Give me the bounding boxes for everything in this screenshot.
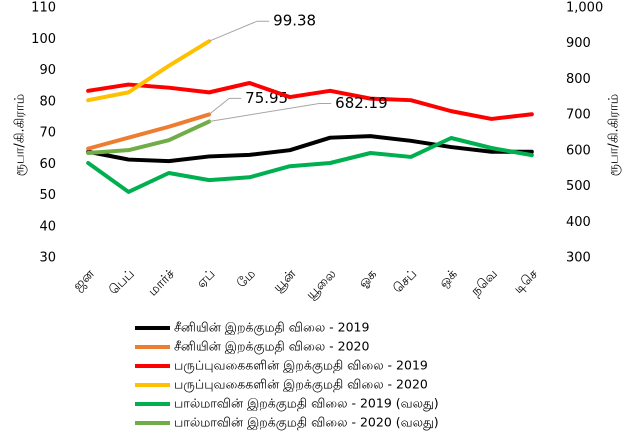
legend-label: சீனியின் இறக்குமதி விலை - 2020 [174, 339, 370, 355]
x-tick-label: மார்ச் [145, 267, 178, 300]
series-line [86, 81, 534, 121]
series-line [86, 39, 212, 103]
data-label: 75.95 [245, 89, 288, 107]
y-tick-label: 90 [39, 63, 56, 78]
leader-line [208, 97, 242, 115]
y2-tick-label: 400 [566, 215, 591, 230]
leader-line [208, 20, 270, 42]
x-tick-label: செப் [390, 267, 420, 297]
y2-tick-label: 700 [566, 108, 591, 123]
x-tick-label: ஜன [70, 266, 97, 293]
data-label: 99.38 [273, 12, 316, 30]
x-tick-label: மே [234, 267, 259, 292]
y-tick-label: 50 [39, 188, 56, 203]
legend-label: சீனியின் இறக்குமதி விலை - 2019 [174, 320, 370, 336]
series-line [86, 136, 534, 194]
x-tick-label: ஏப் [194, 267, 219, 292]
y2-tick-label: 300 [566, 251, 591, 266]
y2-tick-label: 800 [566, 72, 591, 87]
y-tick-label: 80 [39, 94, 56, 109]
y2-tick-label: 600 [566, 143, 591, 158]
x-tick-label: பெப் [106, 267, 137, 298]
y2-axis-title: ரூபா/கி.கிராம் [607, 94, 622, 176]
legend-label: பருப்புவகைகளின் இறக்குமதி விலை - 2020 [174, 377, 428, 393]
legend-label: பால்மாவின் இறக்குமதி விலை - 2019 (வலது) [174, 396, 439, 412]
leader-line [209, 103, 332, 122]
y-tick-label: 70 [39, 126, 56, 141]
x-tick-label: ஓக [356, 267, 380, 291]
y-tick-label: 30 [39, 251, 56, 266]
y2-tick-label: 1,000 [566, 1, 603, 16]
y-tick-label: 110 [31, 1, 56, 16]
y-tick-label: 100 [31, 32, 56, 47]
y-tick-label: 60 [39, 157, 56, 172]
y-axis-title: ரூபா/கி.கிராம் [13, 94, 28, 176]
series-line [86, 134, 534, 164]
x-tick-label: டிசெ [511, 267, 541, 297]
series-line [86, 112, 212, 151]
legend-label: பருப்புவகைகளின் இறக்குமதி விலை - 2019 [174, 358, 428, 374]
legend-label: பால்மாவின் இறக்குமதி விலை - 2020 (வலது) [174, 415, 439, 431]
series-line [86, 119, 212, 155]
y-tick-label: 40 [39, 219, 56, 234]
x-tick-label: நவெ [468, 267, 500, 299]
y2-tick-label: 500 [566, 179, 591, 194]
x-tick-label: யூலை [303, 267, 339, 303]
x-tick-label: யூன் [270, 266, 299, 295]
x-tick-label: ஒக் [436, 267, 460, 291]
y2-tick-label: 900 [566, 36, 591, 51]
data-label: 682.19 [335, 94, 388, 112]
